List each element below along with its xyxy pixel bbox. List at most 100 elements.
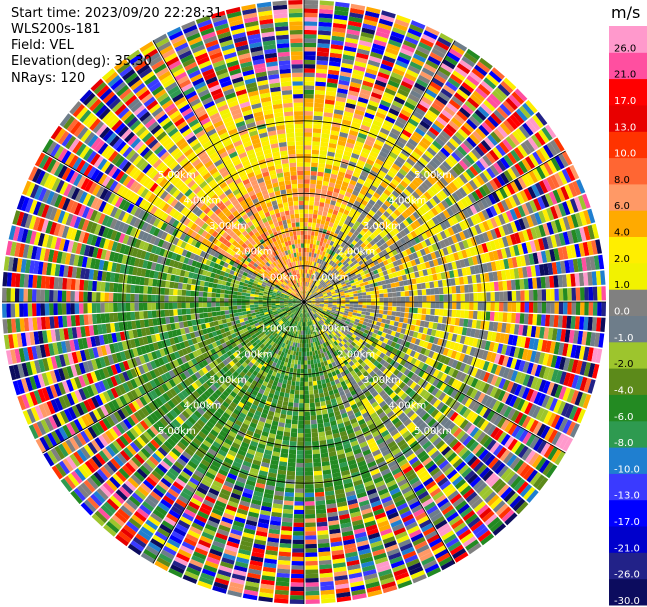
velocity-cell [327, 294, 332, 297]
velocity-cell [493, 444, 504, 457]
velocity-cell [403, 317, 409, 324]
velocity-cell [516, 192, 525, 205]
velocity-cell [315, 297, 320, 300]
velocity-cell [557, 274, 563, 288]
velocity-cell [304, 59, 316, 65]
velocity-cell [525, 417, 535, 431]
velocity-cell [495, 144, 507, 157]
velocity-cell [285, 487, 295, 493]
velocity-cell [587, 224, 595, 240]
velocity-cell [356, 313, 362, 317]
velocity-cell [521, 447, 533, 461]
velocity-cell [407, 28, 422, 38]
velocity-cell [315, 244, 319, 250]
velocity-cell [305, 488, 314, 493]
velocity-cell [537, 339, 544, 352]
velocity-cell [344, 292, 350, 296]
velocity-cell [307, 239, 311, 244]
velocity-cell [449, 411, 459, 422]
velocity-cell [305, 548, 318, 553]
velocity-cell [417, 225, 425, 234]
velocity-cell [365, 177, 374, 185]
velocity-cell [391, 311, 397, 316]
velocity-cell [528, 153, 539, 167]
velocity-cell [353, 309, 358, 313]
velocity-cell [494, 312, 499, 322]
velocity-cell [439, 164, 449, 174]
velocity-cell [315, 500, 326, 506]
velocity-cell [435, 380, 444, 389]
velocity-cell [332, 223, 338, 229]
velocity-cell [305, 543, 317, 549]
velocity-cell [333, 187, 340, 194]
velocity-cell [304, 89, 314, 95]
velocity-cell [481, 451, 493, 464]
velocity-cell [518, 324, 524, 336]
velocity-cell [405, 302, 410, 307]
velocity-cell [336, 175, 344, 182]
velocity-cell [323, 298, 329, 300]
velocity-cell [390, 71, 404, 81]
velocity-cell [306, 247, 310, 253]
velocity-cell [466, 217, 475, 227]
velocity-cell [371, 256, 377, 262]
velocity-cell [480, 339, 487, 350]
velocity-cell [357, 192, 365, 200]
velocity-cell [458, 276, 465, 285]
velocity-cell [342, 260, 348, 266]
velocity-cell [426, 109, 438, 120]
velocity-cell [333, 329, 338, 335]
velocity-cell [343, 287, 349, 292]
velocity-cell [542, 223, 550, 236]
velocity-cell [519, 484, 533, 498]
velocity-cell [482, 155, 493, 167]
velocity-cell [543, 327, 550, 340]
velocity-cell [371, 223, 379, 230]
velocity-cell [517, 243, 524, 255]
velocity-cell [311, 436, 319, 442]
velocity-cell [304, 200, 309, 206]
velocity-cell [396, 116, 408, 125]
velocity-cell [407, 65, 421, 75]
velocity-cell [430, 266, 437, 275]
velocity-cell [480, 253, 487, 264]
velocity-cell [580, 287, 585, 301]
velocity-cell [343, 111, 354, 118]
velocity-cell [357, 307, 363, 311]
velocity-cell [310, 359, 314, 365]
velocity-cell [373, 329, 379, 335]
velocity-cell [344, 146, 353, 153]
velocity-cell [564, 260, 571, 274]
velocity-cell [283, 500, 294, 506]
velocity-cell [453, 391, 462, 401]
velocity-cell [299, 394, 304, 399]
velocity-cell [389, 35, 404, 44]
velocity-cell [304, 94, 314, 99]
velocity-cell [518, 429, 529, 443]
velocity-cell [540, 314, 546, 327]
velocity-cell [365, 288, 371, 292]
velocity-cell [557, 342, 565, 356]
velocity-cell [377, 184, 386, 192]
velocity-cell [357, 44, 371, 52]
velocity-cell [357, 323, 363, 328]
velocity-cell [404, 285, 409, 291]
velocity-cell [541, 394, 551, 408]
velocity-cell [340, 320, 345, 325]
velocity-cell [282, 435, 290, 441]
velocity-cell [493, 281, 499, 291]
velocity-cell [508, 94, 522, 108]
velocity-cell [457, 128, 469, 139]
velocity-cell [535, 165, 546, 180]
velocity-cell [373, 83, 386, 92]
velocity-cell [540, 425, 551, 439]
velocity-cell [580, 302, 585, 316]
velocity-cell [431, 123, 443, 133]
velocity-cell [342, 324, 348, 329]
velocity-cell [328, 315, 334, 319]
velocity-cell [334, 10, 349, 17]
velocity-cell [296, 373, 301, 378]
velocity-cell [312, 136, 321, 142]
velocity-cell [304, 360, 308, 365]
velocity-cell [392, 67, 405, 77]
